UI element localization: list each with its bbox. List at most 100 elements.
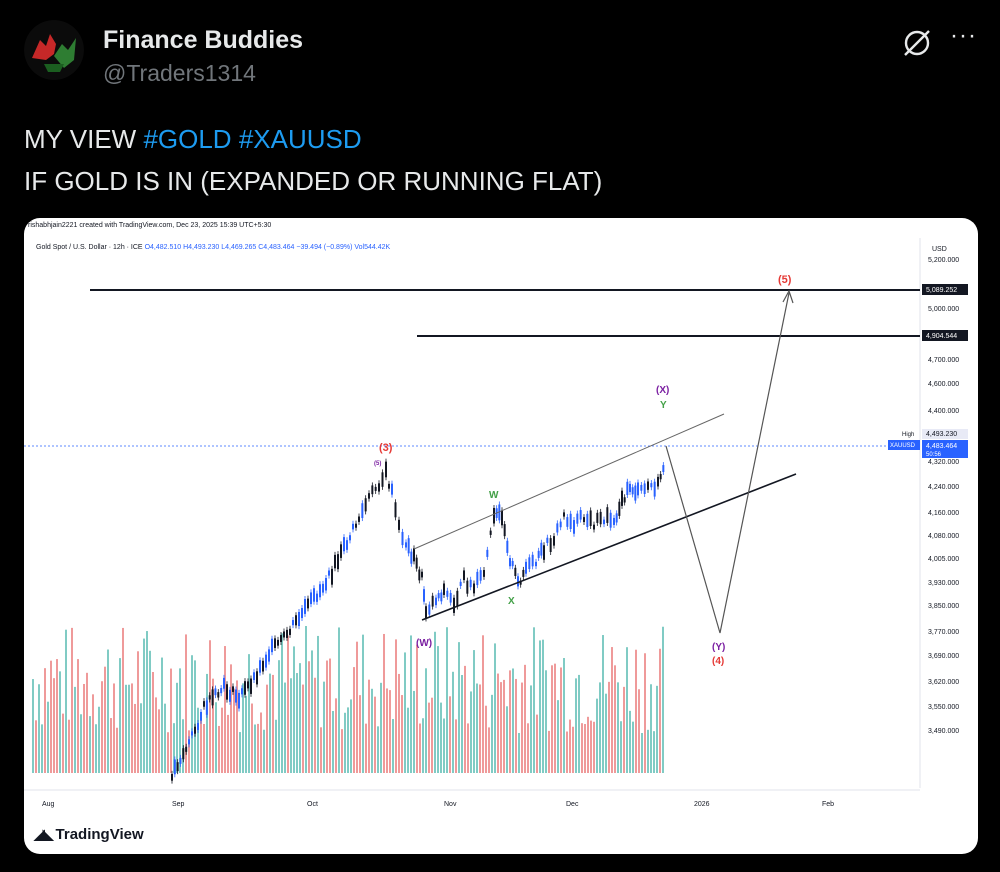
candle-body <box>631 487 634 495</box>
grok-icon[interactable] <box>900 26 934 60</box>
volume-bar <box>227 714 229 773</box>
volume-bar <box>440 702 442 773</box>
candle-body <box>361 503 364 519</box>
candle-body <box>265 654 267 668</box>
candle-body <box>498 504 501 521</box>
candle-body <box>385 461 387 478</box>
more-icon[interactable]: ··· <box>950 22 977 49</box>
volume-bar <box>461 674 463 773</box>
candle-body <box>340 544 342 558</box>
volume-bar <box>311 650 313 773</box>
volume-bar <box>131 683 133 773</box>
x-tick-label: Dec <box>566 801 579 808</box>
volume-bar <box>107 649 109 773</box>
volume-bar <box>428 702 430 773</box>
volume-bar <box>431 697 433 773</box>
volume-bar <box>596 698 598 773</box>
candle-body <box>569 513 572 529</box>
volume-bar <box>158 709 160 773</box>
candle-body <box>410 551 413 564</box>
y-tick-label: 4,005.000 <box>928 556 959 563</box>
y-tick-label: 3,930.000 <box>928 580 959 587</box>
candle-body <box>559 521 562 528</box>
high-tag <box>922 429 968 439</box>
candle-body <box>609 512 612 528</box>
volume-bar <box>257 723 259 773</box>
candle-body <box>637 482 639 496</box>
candle-body <box>549 538 552 552</box>
wave-label: X <box>508 596 515 607</box>
volume-bar <box>506 706 508 773</box>
hashtag-gold[interactable]: #GOLD <box>143 124 232 154</box>
candle-body <box>643 483 646 494</box>
volume-bar <box>80 714 82 773</box>
volume-bar <box>188 730 190 773</box>
candle-body <box>576 513 579 524</box>
volume-bar <box>479 684 481 773</box>
high-value: 4,493.230 <box>926 431 957 438</box>
volume-bar <box>509 670 511 773</box>
volume-bar <box>53 678 55 773</box>
candle-body <box>626 481 629 495</box>
candle-body <box>506 540 509 553</box>
volume-bar <box>641 732 643 773</box>
volume-bar <box>521 682 523 773</box>
volume-bar <box>122 627 124 773</box>
candle-body <box>394 502 397 518</box>
current-symbol: XAUUSD <box>890 443 916 449</box>
candle-body <box>421 571 423 578</box>
volume-bar <box>485 705 487 773</box>
volume-bar <box>239 732 241 773</box>
hashtag-xauusd[interactable]: #XAUUSD <box>238 124 362 154</box>
volume-bar <box>335 698 337 773</box>
candle-body <box>437 593 440 599</box>
volume-bar <box>362 634 364 773</box>
volume-bar <box>38 684 40 773</box>
candle-body <box>647 481 649 490</box>
candle-body <box>640 484 643 491</box>
candle-body <box>566 517 569 527</box>
volume-bar <box>194 660 196 773</box>
candle-body <box>613 517 615 525</box>
volume-bar <box>302 684 304 773</box>
volume-bar <box>77 659 79 773</box>
volume-bar <box>467 723 469 773</box>
candle-body <box>277 639 279 646</box>
volume-bar <box>287 635 289 773</box>
volume-bar <box>92 694 94 773</box>
volume-bar <box>425 668 427 773</box>
candle-body <box>456 590 459 607</box>
projection-path <box>665 292 790 634</box>
candle-body <box>476 571 479 586</box>
volume-bar <box>191 655 193 773</box>
candle-body <box>262 660 264 672</box>
chart-image[interactable]: rishabhjain2221 created with TradingView… <box>24 218 978 854</box>
candle-body <box>546 537 549 543</box>
avatar[interactable] <box>24 20 84 80</box>
volume-bar <box>143 638 145 773</box>
author-name[interactable]: Finance Buddies <box>103 26 304 54</box>
volume-bar <box>56 659 58 773</box>
volume-bar <box>65 629 67 773</box>
volume-bar <box>146 631 148 773</box>
volume-bar <box>101 681 103 773</box>
y-tick-label: 4,160.000 <box>928 510 959 517</box>
volume-bar <box>254 724 256 773</box>
volume-bar <box>611 647 613 773</box>
candle-body <box>378 483 380 492</box>
wave-label: (Y) <box>712 642 725 653</box>
candle-body <box>449 592 452 603</box>
volume-bar <box>83 683 85 773</box>
candle-body <box>307 598 309 609</box>
volume-bar <box>284 682 286 773</box>
candle-body <box>543 545 545 560</box>
volume-bar <box>410 635 412 773</box>
tradingview-text: TradingView <box>55 826 144 843</box>
candle-body <box>531 554 534 567</box>
volume-bar <box>557 700 559 773</box>
candle-body <box>182 748 185 760</box>
volume-bar <box>104 666 106 773</box>
author-handle[interactable]: @Traders1314 <box>103 60 256 86</box>
candle-body <box>653 481 656 497</box>
volume-bar <box>389 690 391 773</box>
